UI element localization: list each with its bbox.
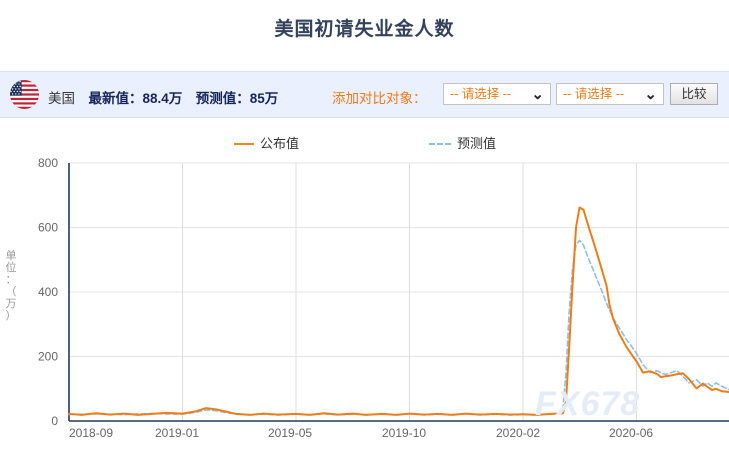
svg-text:2019-01: 2019-01: [155, 426, 199, 440]
svg-text:2020-02: 2020-02: [496, 426, 540, 440]
svg-text:200: 200: [38, 350, 58, 364]
svg-text:600: 600: [38, 221, 58, 235]
svg-text:800: 800: [38, 156, 58, 170]
svg-text:2019-05: 2019-05: [268, 426, 312, 440]
svg-text:2020-06: 2020-06: [609, 426, 653, 440]
svg-text:2019-10: 2019-10: [382, 426, 426, 440]
svg-text:400: 400: [38, 285, 58, 299]
svg-text:0: 0: [51, 414, 58, 428]
svg-text:2018-09: 2018-09: [69, 426, 113, 440]
